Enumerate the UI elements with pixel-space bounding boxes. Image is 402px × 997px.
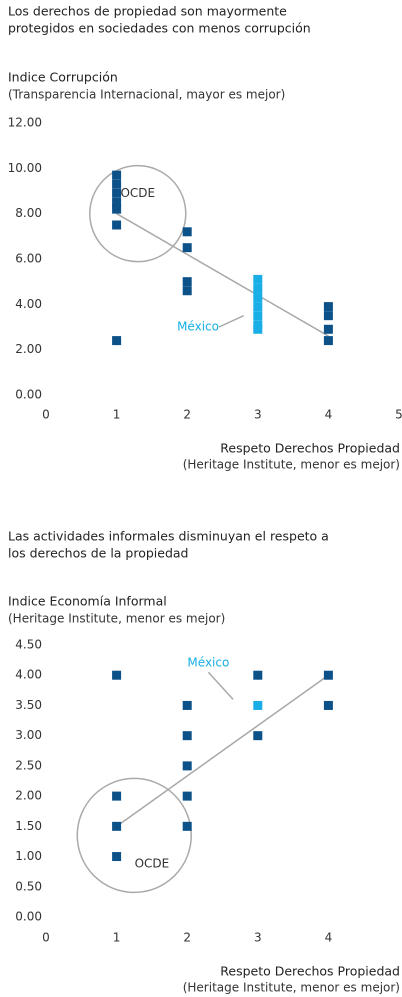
point	[182, 761, 192, 771]
point	[112, 852, 122, 862]
point	[253, 302, 263, 312]
y-tick-label: 8.00	[15, 206, 42, 220]
y-tick-label: 2.00	[15, 342, 42, 356]
point	[253, 731, 263, 741]
x-tick-label: 4	[325, 931, 333, 945]
point	[323, 311, 333, 321]
highlight-circle	[89, 164, 187, 263]
point	[182, 700, 192, 710]
y-tick-label: 4.00	[15, 668, 42, 682]
y-tick-label: 3.50	[15, 698, 42, 712]
y-tick-label: 6.00	[15, 252, 42, 266]
x-tick-label: 2	[183, 931, 191, 945]
point	[253, 670, 263, 680]
point	[182, 731, 192, 741]
y-tick-label: 4.00	[15, 297, 42, 311]
x-tick-label: 0	[42, 408, 50, 422]
point	[112, 821, 122, 831]
y-tick-label: 2.50	[15, 758, 42, 772]
trend-line	[116, 674, 329, 827]
point	[253, 324, 263, 334]
y-tick-label: 0.00	[15, 910, 42, 924]
annotation: OCDE	[135, 856, 170, 870]
x-tick-label: 5	[395, 408, 402, 422]
point	[323, 700, 333, 710]
annotation: México	[177, 320, 219, 334]
y-tick-label: 10.00	[8, 161, 42, 175]
x-tick-label: 4	[325, 408, 333, 422]
point	[112, 197, 122, 207]
point	[253, 311, 263, 321]
point	[112, 188, 122, 198]
point	[323, 302, 333, 312]
point	[112, 670, 122, 680]
y-tick-label: 4.50	[15, 638, 42, 652]
point	[112, 179, 122, 189]
point	[182, 227, 192, 237]
x-tick-label: 3	[254, 408, 262, 422]
y-tick-label: 0.00	[15, 388, 42, 402]
point	[253, 320, 263, 330]
chart-title: Los derechos de propiedad son mayormente	[8, 4, 287, 19]
chart-title: los derechos de la propiedad	[8, 546, 189, 561]
point	[253, 293, 263, 303]
x-tick-label: 1	[113, 408, 121, 422]
point	[182, 243, 192, 253]
point	[253, 700, 263, 710]
point	[182, 277, 192, 287]
leader-line	[218, 314, 244, 328]
x-axis-label: Respeto Derechos Propiedad	[220, 964, 400, 979]
y-axis-sublabel: (Transparencia Internacional, mayor es m…	[8, 88, 285, 102]
y-axis-label: Indice Corrupción	[8, 70, 118, 85]
x-tick-label: 1	[113, 931, 121, 945]
chart-title: Las actividades informales disminuyan el…	[8, 529, 329, 544]
chart-title: protegidos en sociedades con menos corru…	[8, 21, 311, 36]
point	[112, 170, 122, 180]
y-tick-label: 1.50	[15, 819, 42, 833]
y-tick-label: 2.00	[15, 789, 42, 803]
point	[112, 336, 122, 346]
y-axis-sublabel: (Heritage Institute, menor es mejor)	[8, 612, 225, 626]
x-axis-sublabel: (Heritage Institute, menor es mejor)	[183, 981, 400, 995]
point	[253, 283, 263, 293]
x-axis-label: Respeto Derechos Propiedad	[220, 441, 400, 456]
point	[253, 274, 263, 284]
y-tick-label: 3.00	[15, 728, 42, 742]
trend-line	[116, 213, 329, 337]
leader-line	[207, 671, 234, 700]
point	[182, 821, 192, 831]
point	[323, 670, 333, 680]
point	[112, 220, 122, 230]
point	[182, 286, 192, 296]
y-tick-label: 1.00	[15, 849, 42, 863]
highlight-circle	[76, 777, 192, 894]
annotation: México	[187, 656, 229, 670]
y-axis-label: Indice Economía Informal	[8, 594, 167, 609]
point	[323, 336, 333, 346]
annotation: OCDE	[120, 186, 155, 200]
x-tick-label: 0	[42, 931, 50, 945]
x-tick-label: 3	[254, 931, 262, 945]
y-tick-label: 0.50	[15, 879, 42, 893]
x-tick-label: 2	[183, 408, 191, 422]
point	[112, 204, 122, 214]
x-axis-sublabel: (Heritage Institute, menor es mejor)	[183, 458, 400, 472]
point	[323, 324, 333, 334]
point	[112, 791, 122, 801]
y-tick-label: 12.00	[8, 116, 42, 130]
point	[182, 791, 192, 801]
